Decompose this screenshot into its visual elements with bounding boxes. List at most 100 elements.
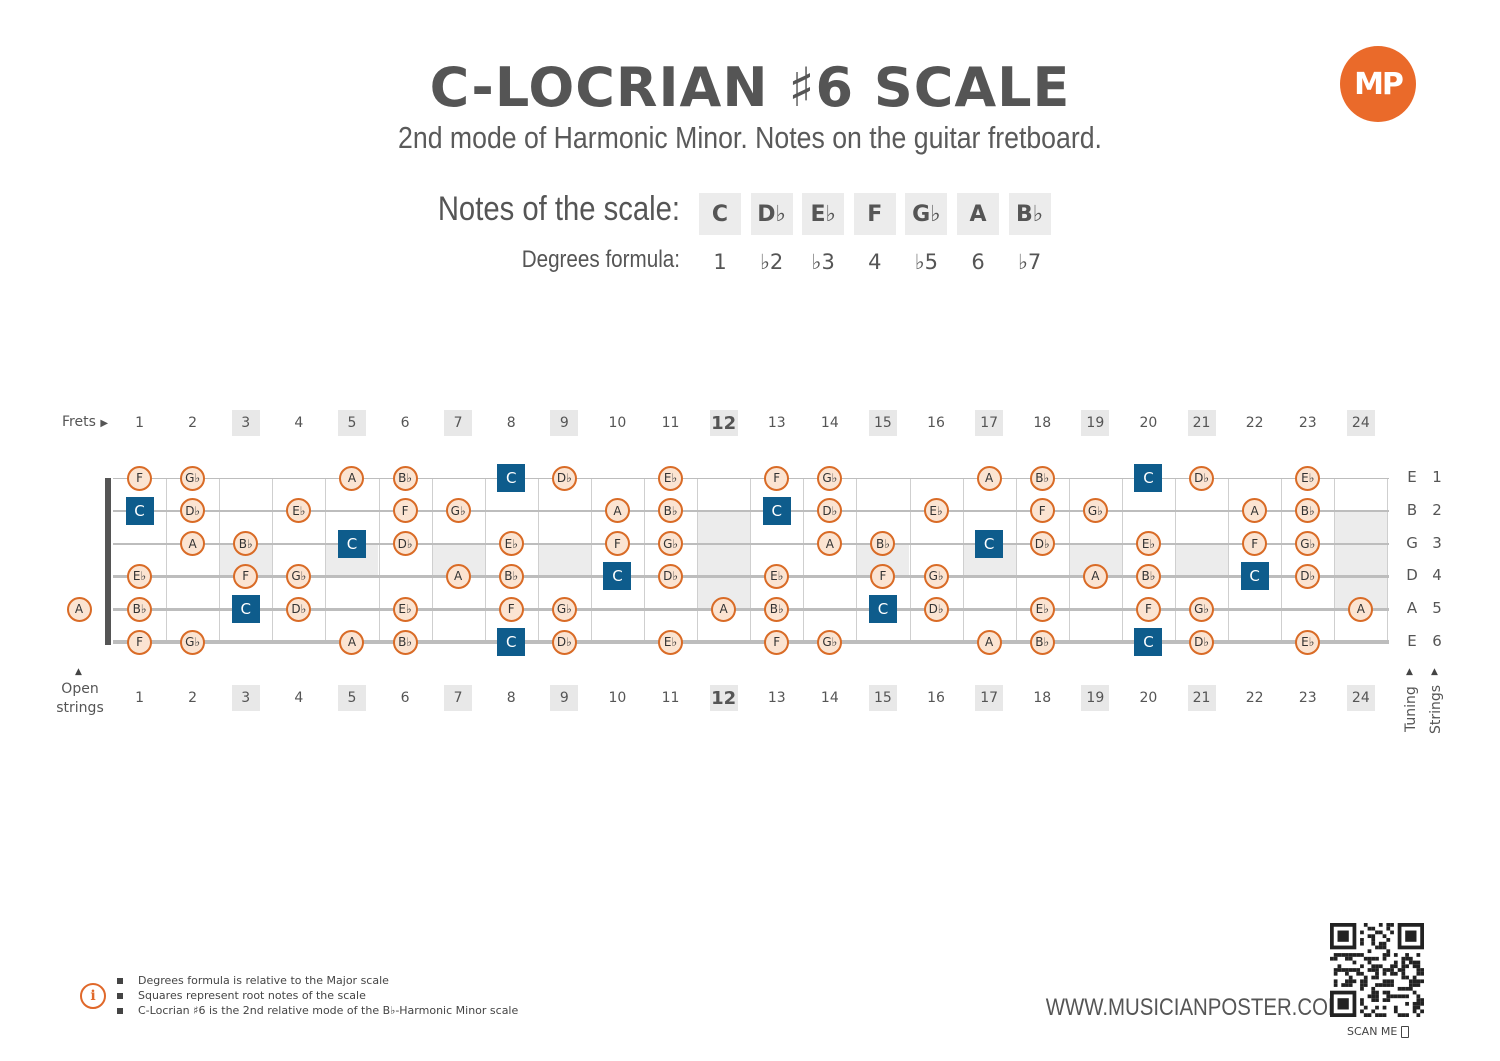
fret-line bbox=[1387, 478, 1389, 642]
qr-module bbox=[1412, 1009, 1417, 1014]
qr-module bbox=[1390, 979, 1394, 984]
qr-module bbox=[1390, 968, 1394, 972]
scale-note-dot: D♭ bbox=[1295, 563, 1321, 589]
qr-module bbox=[1382, 990, 1387, 995]
qr-module bbox=[1412, 990, 1417, 995]
qr-module bbox=[1393, 964, 1398, 969]
qr-module bbox=[1412, 964, 1417, 969]
scale-note-dot: E♭ bbox=[764, 563, 790, 589]
qr-module bbox=[1375, 964, 1379, 969]
qr-module bbox=[1360, 930, 1364, 935]
scale-note-dot: E♭ bbox=[1135, 531, 1161, 557]
qr-module bbox=[1345, 979, 1349, 984]
fret-marker bbox=[537, 543, 591, 577]
qr-code-icon[interactable] bbox=[1330, 923, 1424, 1017]
qr-module bbox=[1367, 926, 1372, 931]
string-number: 6 bbox=[1432, 632, 1442, 650]
qr-module bbox=[1393, 1005, 1398, 1010]
fret-line bbox=[1068, 478, 1070, 642]
fret-line bbox=[750, 478, 752, 642]
fret-line bbox=[962, 478, 964, 642]
fret-number-top: 11 bbox=[661, 415, 680, 431]
qr-module bbox=[1390, 994, 1394, 999]
qr-module bbox=[1345, 971, 1349, 976]
qr-module bbox=[1386, 923, 1391, 927]
tuning-label: Tuning bbox=[1403, 686, 1419, 732]
qr-module bbox=[1382, 979, 1387, 984]
qr-module bbox=[1416, 964, 1421, 969]
qr-module bbox=[1393, 1009, 1398, 1014]
qr-module bbox=[1397, 968, 1402, 972]
qr-module bbox=[1375, 998, 1379, 1002]
qr-module bbox=[1397, 994, 1402, 999]
qr-module bbox=[1371, 986, 1376, 991]
root-note-square: C bbox=[868, 595, 897, 624]
musicianposter-logo[interactable]: MP bbox=[1340, 46, 1416, 122]
qr-module bbox=[1367, 949, 1372, 954]
qr-module bbox=[1337, 964, 1342, 969]
scale-note-dot: G♭ bbox=[658, 531, 684, 557]
root-note-square: C bbox=[231, 595, 260, 624]
scale-note-dot: G♭ bbox=[817, 629, 843, 655]
qr-module bbox=[1382, 968, 1387, 972]
fret-line bbox=[644, 478, 645, 642]
qr-module bbox=[1333, 983, 1338, 987]
fret-number-top: 24 bbox=[1346, 410, 1375, 436]
qr-module bbox=[1352, 968, 1357, 972]
qr-module bbox=[1363, 956, 1368, 961]
qr-module bbox=[1390, 923, 1394, 927]
scale-note-dot: A bbox=[976, 629, 1002, 655]
qr-module bbox=[1367, 1013, 1372, 1017]
qr-module bbox=[1356, 971, 1361, 976]
scan-me-label: SCAN ME bbox=[1347, 1025, 1409, 1038]
fret-line bbox=[803, 478, 805, 642]
qr-module bbox=[1360, 998, 1364, 1002]
scale-note-box: B♭ bbox=[1008, 193, 1051, 235]
scale-note-dot: E♭ bbox=[392, 596, 418, 622]
fret-number-bottom: 18 bbox=[1033, 690, 1052, 706]
fret-number-bottom: 5 bbox=[337, 685, 366, 711]
qr-module bbox=[1420, 1001, 1424, 1006]
qr-module bbox=[1382, 956, 1387, 961]
scale-note-dot: E♭ bbox=[286, 498, 312, 524]
scale-degree: ♭5 bbox=[914, 250, 939, 274]
fret-number-bottom: 16 bbox=[927, 690, 945, 706]
qr-module bbox=[1386, 953, 1391, 957]
qr-module bbox=[1401, 986, 1406, 991]
fret-number-top: 8 bbox=[506, 415, 516, 431]
qr-module bbox=[1393, 994, 1398, 999]
qr-module bbox=[1363, 975, 1368, 980]
tuning-note: A bbox=[1406, 599, 1418, 618]
fret-number-top: 12 bbox=[709, 410, 738, 436]
fret-number-bottom: 3 bbox=[231, 685, 260, 711]
guitar-string bbox=[113, 575, 1390, 578]
qr-module bbox=[1416, 979, 1421, 984]
qr-module bbox=[1416, 1013, 1421, 1017]
qr-module bbox=[1405, 956, 1409, 961]
fret-line bbox=[272, 478, 274, 642]
qr-module bbox=[1375, 1013, 1379, 1017]
strings-arrow-icon: ▲ bbox=[1431, 667, 1438, 677]
qr-module bbox=[1371, 926, 1376, 931]
scale-note-dot: F bbox=[127, 629, 153, 655]
scale-note-dot: A bbox=[180, 531, 206, 557]
qr-module bbox=[1333, 979, 1338, 984]
scale-note-dot: F bbox=[1242, 531, 1268, 557]
fret-number-bottom: 19 bbox=[1081, 685, 1110, 711]
fret-number-bottom: 22 bbox=[1245, 690, 1264, 706]
qr-module bbox=[1401, 1013, 1406, 1017]
fret-number-bottom: 9 bbox=[550, 685, 579, 711]
fret-number-top: 1 bbox=[135, 415, 144, 431]
fret-number-bottom: 12 bbox=[709, 685, 738, 711]
qr-module bbox=[1367, 994, 1372, 999]
fret-number-top: 22 bbox=[1245, 415, 1264, 431]
fret-line bbox=[431, 478, 433, 642]
scale-note-dot: E♭ bbox=[658, 465, 684, 491]
fret-number-top: 19 bbox=[1081, 410, 1110, 436]
qr-module bbox=[1405, 1013, 1409, 1017]
qr-module bbox=[1333, 953, 1338, 957]
qr-module bbox=[1360, 938, 1364, 942]
fret-line bbox=[1281, 478, 1283, 642]
website-link[interactable]: WWW.MUSICIANPOSTER.COM bbox=[1045, 994, 1345, 1021]
scale-note-dot: D♭ bbox=[1189, 629, 1215, 655]
